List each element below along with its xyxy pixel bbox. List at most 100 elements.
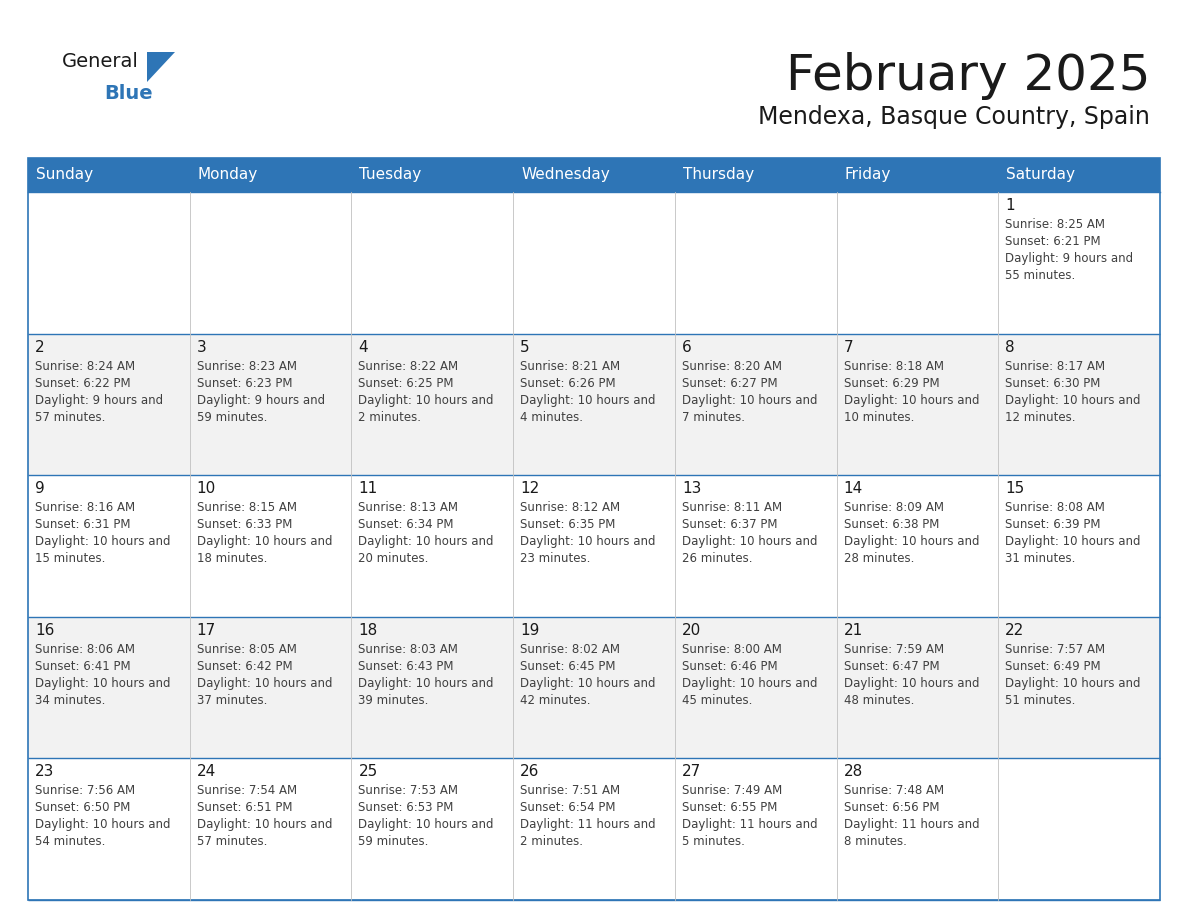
Bar [29,476,1159,617]
Text: Daylight: 10 hours and: Daylight: 10 hours and [34,819,171,832]
Text: Sunset: 6:47 PM: Sunset: 6:47 PM [843,660,940,673]
Text: Sunrise: 8:08 AM: Sunrise: 8:08 AM [1005,501,1105,514]
Text: 55 minutes.: 55 minutes. [1005,269,1075,282]
Text: 19: 19 [520,622,539,638]
Text: 13: 13 [682,481,701,497]
Text: Sunset: 6:23 PM: Sunset: 6:23 PM [197,376,292,389]
Text: Sunset: 6:50 PM: Sunset: 6:50 PM [34,801,131,814]
Text: 25: 25 [359,765,378,779]
Text: 5: 5 [520,340,530,354]
Text: Thursday: Thursday [683,167,754,183]
Text: Daylight: 10 hours and: Daylight: 10 hours and [843,394,979,407]
Text: Sunrise: 7:49 AM: Sunrise: 7:49 AM [682,784,782,798]
Text: Sunset: 6:51 PM: Sunset: 6:51 PM [197,801,292,814]
Text: 28: 28 [843,765,862,779]
Text: Sunset: 6:34 PM: Sunset: 6:34 PM [359,518,454,532]
Text: Daylight: 11 hours and: Daylight: 11 hours and [843,819,979,832]
Text: Sunset: 6:43 PM: Sunset: 6:43 PM [359,660,454,673]
Text: 31 minutes.: 31 minutes. [1005,553,1075,565]
Text: Sunset: 6:37 PM: Sunset: 6:37 PM [682,518,777,532]
Text: 54 minutes.: 54 minutes. [34,835,106,848]
Text: 4 minutes.: 4 minutes. [520,410,583,423]
Text: Sunrise: 8:00 AM: Sunrise: 8:00 AM [682,643,782,655]
Text: Sunrise: 7:48 AM: Sunrise: 7:48 AM [843,784,943,798]
Text: 17: 17 [197,622,216,638]
Text: 14: 14 [843,481,862,497]
Text: Daylight: 10 hours and: Daylight: 10 hours and [520,677,656,689]
Bar [29,192,1159,333]
Text: 8: 8 [1005,340,1015,354]
Text: Sunset: 6:39 PM: Sunset: 6:39 PM [1005,518,1101,532]
Text: Sunrise: 8:24 AM: Sunrise: 8:24 AM [34,360,135,373]
Text: Daylight: 10 hours and: Daylight: 10 hours and [197,677,333,689]
Text: Mendexa, Basque Country, Spain: Mendexa, Basque Country, Spain [758,105,1150,129]
Text: 18 minutes.: 18 minutes. [197,553,267,565]
Text: 39 minutes.: 39 minutes. [359,694,429,707]
Text: 51 minutes.: 51 minutes. [1005,694,1075,707]
Text: 6: 6 [682,340,691,354]
Text: Sunset: 6:29 PM: Sunset: 6:29 PM [843,376,940,389]
Text: Daylight: 10 hours and: Daylight: 10 hours and [843,677,979,689]
Text: Sunrise: 7:57 AM: Sunrise: 7:57 AM [1005,643,1105,655]
Text: Daylight: 10 hours and: Daylight: 10 hours and [359,819,494,832]
Text: Sunrise: 7:59 AM: Sunrise: 7:59 AM [843,643,943,655]
Text: 20 minutes.: 20 minutes. [359,553,429,565]
Text: 7 minutes.: 7 minutes. [682,410,745,423]
Text: Daylight: 10 hours and: Daylight: 10 hours and [1005,677,1140,689]
Text: Daylight: 10 hours and: Daylight: 10 hours and [520,394,656,407]
Text: Daylight: 10 hours and: Daylight: 10 hours and [359,677,494,689]
Text: 57 minutes.: 57 minutes. [34,410,106,423]
Text: 12: 12 [520,481,539,497]
Text: Sunset: 6:54 PM: Sunset: 6:54 PM [520,801,615,814]
Text: Daylight: 10 hours and: Daylight: 10 hours and [34,677,171,689]
Text: Friday: Friday [845,167,891,183]
Text: Sunrise: 7:51 AM: Sunrise: 7:51 AM [520,784,620,798]
Text: Daylight: 9 hours and: Daylight: 9 hours and [1005,252,1133,265]
Text: Sunset: 6:21 PM: Sunset: 6:21 PM [1005,235,1101,248]
Text: Sunrise: 7:53 AM: Sunrise: 7:53 AM [359,784,459,798]
Text: 9: 9 [34,481,45,497]
Text: 59 minutes.: 59 minutes. [359,835,429,848]
Text: 27: 27 [682,765,701,779]
Text: 24: 24 [197,765,216,779]
Text: 48 minutes.: 48 minutes. [843,694,914,707]
Text: Sunset: 6:35 PM: Sunset: 6:35 PM [520,518,615,532]
Text: Daylight: 10 hours and: Daylight: 10 hours and [197,819,333,832]
Text: Sunrise: 8:12 AM: Sunrise: 8:12 AM [520,501,620,514]
Text: Daylight: 10 hours and: Daylight: 10 hours and [197,535,333,548]
Text: 26: 26 [520,765,539,779]
Text: 20: 20 [682,622,701,638]
Text: Daylight: 10 hours and: Daylight: 10 hours and [682,677,817,689]
Text: 15: 15 [1005,481,1024,497]
Text: 2 minutes.: 2 minutes. [520,835,583,848]
Text: Blue: Blue [105,84,152,103]
Text: Sunset: 6:53 PM: Sunset: 6:53 PM [359,801,454,814]
Text: 11: 11 [359,481,378,497]
Text: 57 minutes.: 57 minutes. [197,835,267,848]
Text: Daylight: 10 hours and: Daylight: 10 hours and [359,535,494,548]
Text: 16: 16 [34,622,55,638]
Text: Sunrise: 8:22 AM: Sunrise: 8:22 AM [359,360,459,373]
Bar [29,617,1159,758]
Text: Daylight: 10 hours and: Daylight: 10 hours and [359,394,494,407]
Text: Sunset: 6:27 PM: Sunset: 6:27 PM [682,376,777,389]
Text: 21: 21 [843,622,862,638]
Text: February 2025: February 2025 [785,52,1150,100]
Text: Daylight: 10 hours and: Daylight: 10 hours and [34,535,171,548]
Text: Sunset: 6:33 PM: Sunset: 6:33 PM [197,518,292,532]
Text: Sunset: 6:45 PM: Sunset: 6:45 PM [520,660,615,673]
Text: 5 minutes.: 5 minutes. [682,835,745,848]
Text: Tuesday: Tuesday [360,167,422,183]
Text: 4: 4 [359,340,368,354]
Text: Sunrise: 8:06 AM: Sunrise: 8:06 AM [34,643,135,655]
Bar [29,333,1159,476]
Text: Sunrise: 8:20 AM: Sunrise: 8:20 AM [682,360,782,373]
Text: Sunset: 6:22 PM: Sunset: 6:22 PM [34,376,131,389]
Text: Sunset: 6:49 PM: Sunset: 6:49 PM [1005,660,1101,673]
Text: Sunset: 6:55 PM: Sunset: 6:55 PM [682,801,777,814]
Text: Daylight: 9 hours and: Daylight: 9 hours and [34,394,163,407]
Text: Sunrise: 8:21 AM: Sunrise: 8:21 AM [520,360,620,373]
Text: Sunset: 6:30 PM: Sunset: 6:30 PM [1005,376,1100,389]
Bar [29,758,1159,900]
Text: 45 minutes.: 45 minutes. [682,694,752,707]
